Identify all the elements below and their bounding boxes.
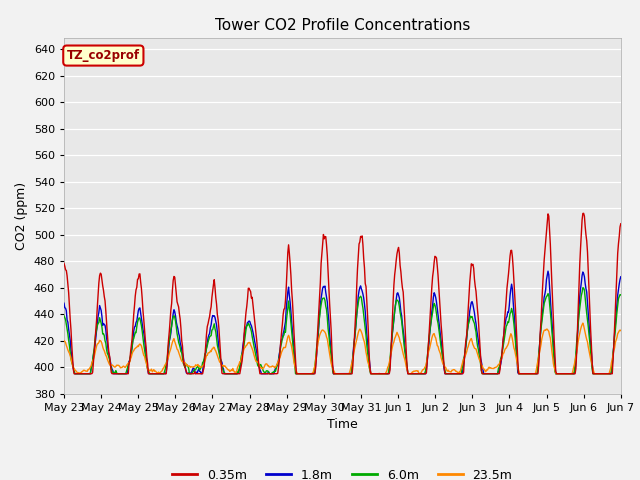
X-axis label: Time: Time xyxy=(327,418,358,431)
Legend: 0.35m, 1.8m, 6.0m, 23.5m: 0.35m, 1.8m, 6.0m, 23.5m xyxy=(167,464,518,480)
Text: TZ_co2prof: TZ_co2prof xyxy=(67,49,140,62)
Title: Tower CO2 Profile Concentrations: Tower CO2 Profile Concentrations xyxy=(214,18,470,33)
Y-axis label: CO2 (ppm): CO2 (ppm) xyxy=(15,182,28,250)
